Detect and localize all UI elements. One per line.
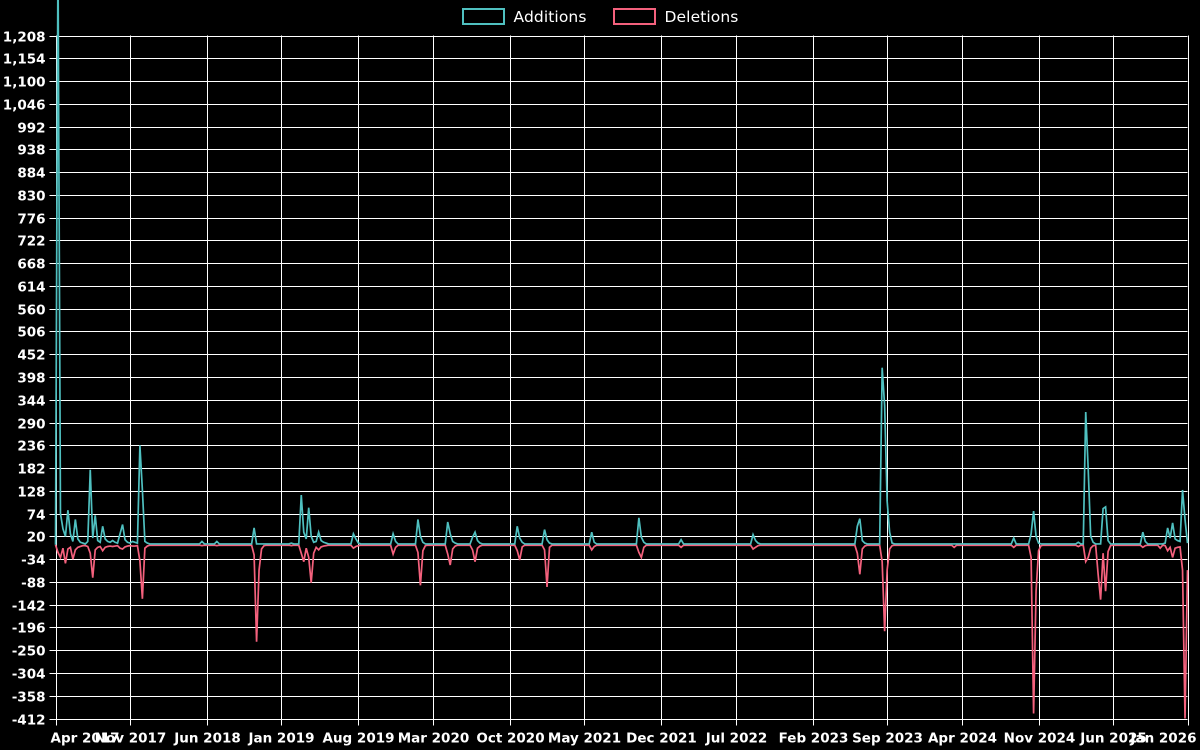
x-tick-label: Nov 2024 [1004, 731, 1076, 747]
y-tick-label: 398 [17, 371, 45, 387]
series-layer [54, 0, 1189, 719]
y-tick-label: 506 [17, 325, 45, 341]
legend-item-deletions[interactable]: Deletions [612, 7, 739, 26]
y-tick-label: 560 [17, 303, 45, 319]
additions-line [54, 0, 1189, 545]
x-tick-label: Jan 2026 [1129, 731, 1196, 747]
grid-layer [49, 35, 1190, 726]
x-tick-label: Oct 2020 [476, 731, 544, 747]
y-tick-label: 722 [17, 234, 45, 250]
y-tick-label: -412 [12, 713, 46, 729]
legend-swatch-additions [461, 8, 505, 25]
y-tick-label: 128 [17, 485, 45, 501]
y-tick-label: 236 [17, 439, 45, 455]
y-tick-label: 614 [17, 280, 45, 296]
y-tick-label: 344 [17, 394, 45, 410]
x-tick-label: Mar 2020 [398, 731, 469, 747]
x-tick-label: Apr 2017 [51, 731, 120, 747]
legend-label-deletions: Deletions [664, 7, 739, 26]
chart-legend: Additions Deletions [0, 0, 1200, 33]
y-tick-label: 1,208 [3, 30, 46, 46]
x-tick-label: Jul 2022 [705, 731, 768, 747]
x-tick-label: Feb 2023 [779, 731, 849, 747]
x-tick-label: Jun 2025 [1079, 731, 1147, 747]
y-tick-label: 74 [27, 508, 46, 524]
y-tick-label: 1,154 [3, 52, 46, 68]
y-tick-label: 1,046 [3, 98, 46, 114]
y-axis-labels: 1,208 1,154 1,100 1,046 992 938 884 830 776 722 66… [3, 30, 46, 729]
y-tick-label: -88 [21, 576, 45, 592]
legend-item-additions[interactable]: Additions [461, 7, 587, 26]
y-tick-label: -34 [21, 553, 45, 569]
x-tick-label: Jun 2018 [173, 731, 241, 747]
deletions-line [54, 544, 1189, 719]
x-tick-label: Apr 2024 [928, 731, 997, 747]
y-tick-label: -142 [12, 599, 46, 615]
x-tick-label: Sep 2023 [852, 731, 923, 747]
x-tick-label: Jan 2019 [247, 731, 314, 747]
y-tick-label: 1,100 [3, 75, 46, 91]
y-tick-label: -358 [12, 690, 46, 706]
x-tick-label: Dec 2021 [626, 731, 697, 747]
x-tick-label: Nov 2017 [95, 731, 167, 747]
y-tick-label: 776 [17, 212, 45, 228]
y-tick-label: 938 [17, 143, 45, 159]
y-tick-label: 182 [17, 462, 45, 478]
y-tick-label: 20 [27, 530, 46, 546]
y-tick-label: 290 [17, 417, 45, 433]
y-tick-label: 884 [17, 166, 45, 182]
y-tick-label: -250 [12, 644, 46, 660]
y-tick-label: 452 [17, 348, 45, 364]
y-tick-label: 992 [17, 121, 45, 137]
y-tick-label: -196 [12, 621, 46, 637]
x-tick-label: Aug 2019 [323, 731, 395, 747]
y-tick-label: -304 [12, 667, 46, 683]
legend-label-additions: Additions [513, 7, 587, 26]
y-tick-label: 830 [17, 189, 45, 205]
y-tick-label: 668 [17, 257, 45, 273]
x-tick-label: May 2021 [548, 731, 621, 747]
legend-swatch-deletions [612, 8, 656, 25]
